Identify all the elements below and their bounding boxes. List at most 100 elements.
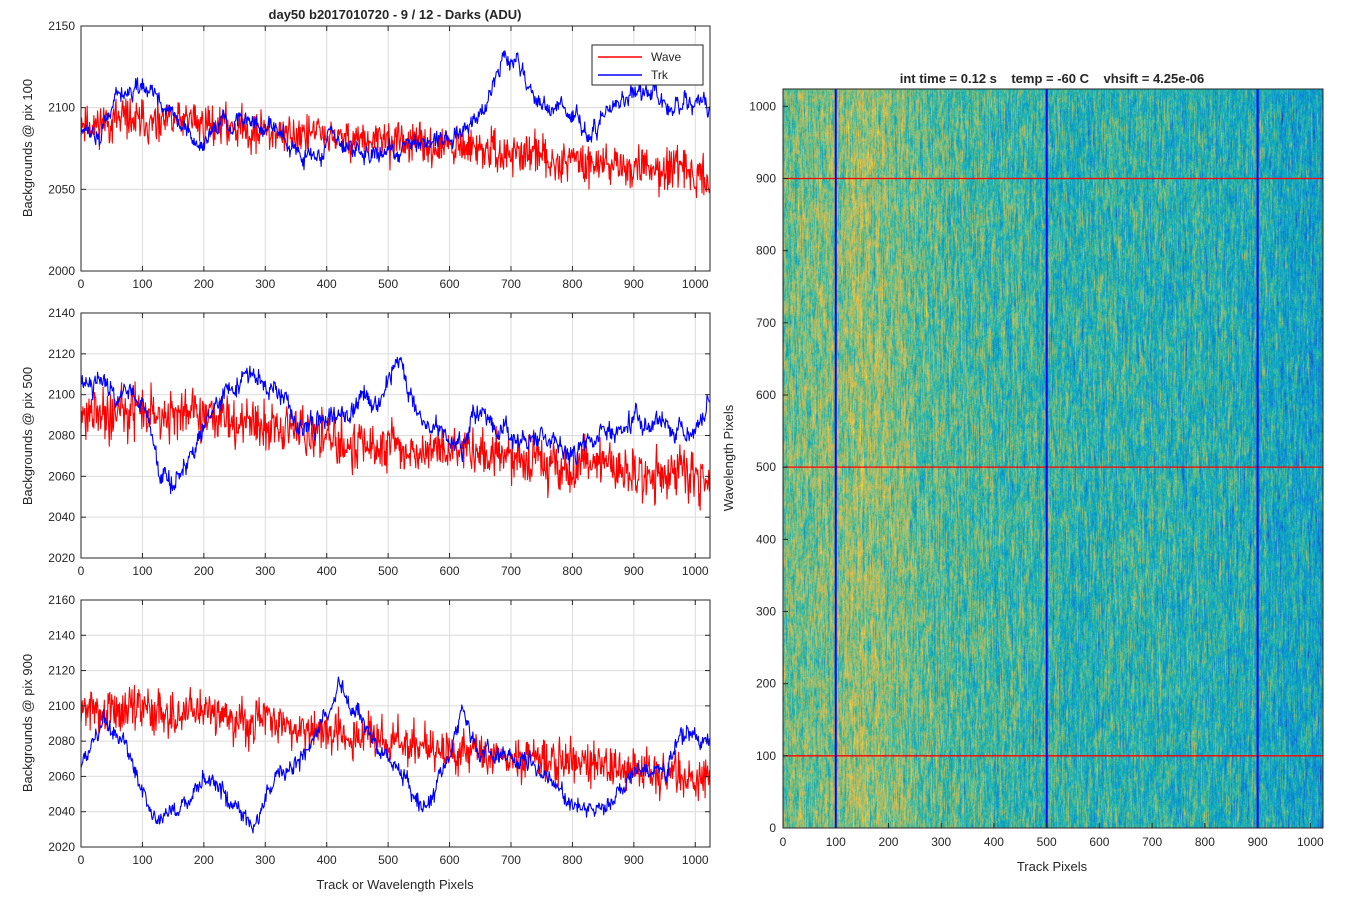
- x-tick-label: 400: [317, 564, 337, 578]
- axis-ticks: 0 100 200 300 400 500 600 700 800 900 1000 2000 2050…: [48, 19, 710, 291]
- x-tick-label: 1000: [682, 853, 709, 867]
- x-tick-label: 500: [1037, 835, 1057, 849]
- x-tick-label: 0: [78, 277, 85, 291]
- y-tick-label: 2050: [48, 182, 75, 196]
- heatmap-axes-box: [782, 88, 1324, 829]
- x-tick-label: 700: [501, 853, 521, 867]
- heatmap-image: [783, 89, 1323, 828]
- x-tick-label: 300: [255, 853, 275, 867]
- x-tick-label: 600: [440, 277, 460, 291]
- x-tick-label: 900: [624, 277, 644, 291]
- y-tick-label: 1000: [749, 99, 776, 113]
- y-tick-label: 2060: [48, 769, 75, 783]
- y-tick-label: 600: [756, 388, 776, 402]
- heatmap-image-wrap: [783, 89, 1323, 828]
- x-tick-label: 1000: [682, 564, 709, 578]
- x-tick-label: 100: [132, 277, 152, 291]
- marker-lines: [783, 89, 1323, 828]
- x-tick-label: 0: [78, 853, 85, 867]
- heatmap-title: int time = 0.12 s temp = -60 C vhsift = …: [900, 71, 1205, 86]
- y-tick-label: 2120: [48, 347, 75, 361]
- x-tick-label: 600: [440, 564, 460, 578]
- x-tick-label: 700: [501, 277, 521, 291]
- axis-ticks: 0 100 200 300 400 500 600 700 800 900 1000 2020 2040…: [48, 593, 710, 867]
- x-tick-label: 800: [562, 564, 582, 578]
- y-tick-label: 700: [756, 316, 776, 330]
- y-tick-label: 2040: [48, 510, 75, 524]
- x-tick-label: 0: [780, 835, 787, 849]
- y-tick-label: 2140: [48, 306, 75, 320]
- x-axis-label: Track Pixels: [1017, 859, 1088, 874]
- x-tick-label: 700: [501, 564, 521, 578]
- y-tick-label: 200: [756, 677, 776, 691]
- x-tick-label: 400: [984, 835, 1004, 849]
- y-tick-label: 2080: [48, 429, 75, 443]
- x-tick-label: 600: [440, 853, 460, 867]
- y-tick-label: 300: [756, 604, 776, 618]
- heatmap-panel: int time = 0.12 s temp = -60 C vhsift = …: [721, 71, 1324, 874]
- data-lines: [80, 50, 710, 199]
- x-tick-label: 900: [624, 564, 644, 578]
- axis-ticks: 0 100 200 300 400 500 600 700 800 900 1000 2020 2040…: [48, 306, 710, 578]
- y-tick-label: 100: [756, 749, 776, 763]
- y-tick-label: 2160: [48, 593, 75, 607]
- legend-trk-label: Trk: [651, 68, 669, 82]
- x-tick-label: 100: [132, 564, 152, 578]
- x-tick-label: 200: [194, 277, 214, 291]
- axis-ticks: 0 100 200 300 400 500 600 700 800 900 1000 0 100 200 3…: [749, 99, 1324, 849]
- x-tick-label: 700: [1142, 835, 1162, 849]
- y-tick-label: 500: [756, 460, 776, 474]
- x-tick-label: 300: [255, 564, 275, 578]
- series-wave-line: [80, 98, 710, 199]
- legend-wave-label: Wave: [651, 50, 682, 64]
- series-trk-line: [80, 676, 710, 834]
- y-tick-label: 2020: [48, 840, 75, 854]
- y-axis-label: Backgrounds @ pix 500: [20, 367, 35, 505]
- x-tick-label: 200: [194, 853, 214, 867]
- x-tick-label: 100: [132, 853, 152, 867]
- x-tick-label: 200: [194, 564, 214, 578]
- axes-box: [80, 25, 711, 272]
- x-tick-label: 1000: [1297, 835, 1324, 849]
- x-tick-label: 400: [317, 853, 337, 867]
- series-trk-line: [80, 50, 710, 171]
- y-tick-label: 2100: [48, 388, 75, 402]
- y-axis-label: Wavelength Pixels: [721, 404, 736, 511]
- y-tick-label: 2150: [48, 19, 75, 33]
- y-tick-label: 2080: [48, 734, 75, 748]
- plot-pix100: 0 100 200 300 400 500 600 700 800 900 1000 2000 2050…: [20, 7, 711, 291]
- x-tick-label: 900: [1248, 835, 1268, 849]
- axes-box: [80, 599, 711, 848]
- plot-pix500: 0 100 200 300 400 500 600 700 800 900 1000 2020 2040…: [20, 306, 711, 578]
- x-tick-label: 500: [378, 564, 398, 578]
- x-tick-label: 200: [878, 835, 898, 849]
- y-tick-label: 2040: [48, 805, 75, 819]
- series-wave-line: [80, 381, 710, 511]
- x-tick-label: 300: [255, 277, 275, 291]
- series-wave-line: [80, 684, 710, 802]
- series-trk-line: [80, 356, 710, 495]
- y-axis-label: Backgrounds @ pix 900: [20, 654, 35, 792]
- y-tick-label: 2100: [48, 699, 75, 713]
- x-tick-label: 400: [317, 277, 337, 291]
- plot-pix900: 0 100 200 300 400 500 600 700 800 900 1000 2020 2040…: [20, 593, 711, 892]
- data-lines: [80, 356, 710, 511]
- y-tick-label: 2140: [48, 628, 75, 642]
- y-tick-label: 2120: [48, 664, 75, 678]
- x-tick-label: 800: [562, 277, 582, 291]
- y-tick-label: 800: [756, 244, 776, 258]
- y-tick-label: 2100: [48, 101, 75, 115]
- y-tick-label: 2060: [48, 469, 75, 483]
- y-tick-label: 2020: [48, 551, 75, 565]
- x-tick-label: 500: [378, 277, 398, 291]
- legend: Wave Trk: [591, 44, 704, 86]
- plot-title: day50 b2017010720 - 9 / 12 - Darks (ADU): [269, 7, 522, 22]
- x-tick-label: 900: [624, 853, 644, 867]
- x-tick-label: 300: [931, 835, 951, 849]
- x-tick-label: 600: [1089, 835, 1109, 849]
- x-tick-label: 100: [826, 835, 846, 849]
- x-tick-label: 0: [78, 564, 85, 578]
- x-tick-label: 1000: [682, 277, 709, 291]
- legend-box: [591, 44, 704, 86]
